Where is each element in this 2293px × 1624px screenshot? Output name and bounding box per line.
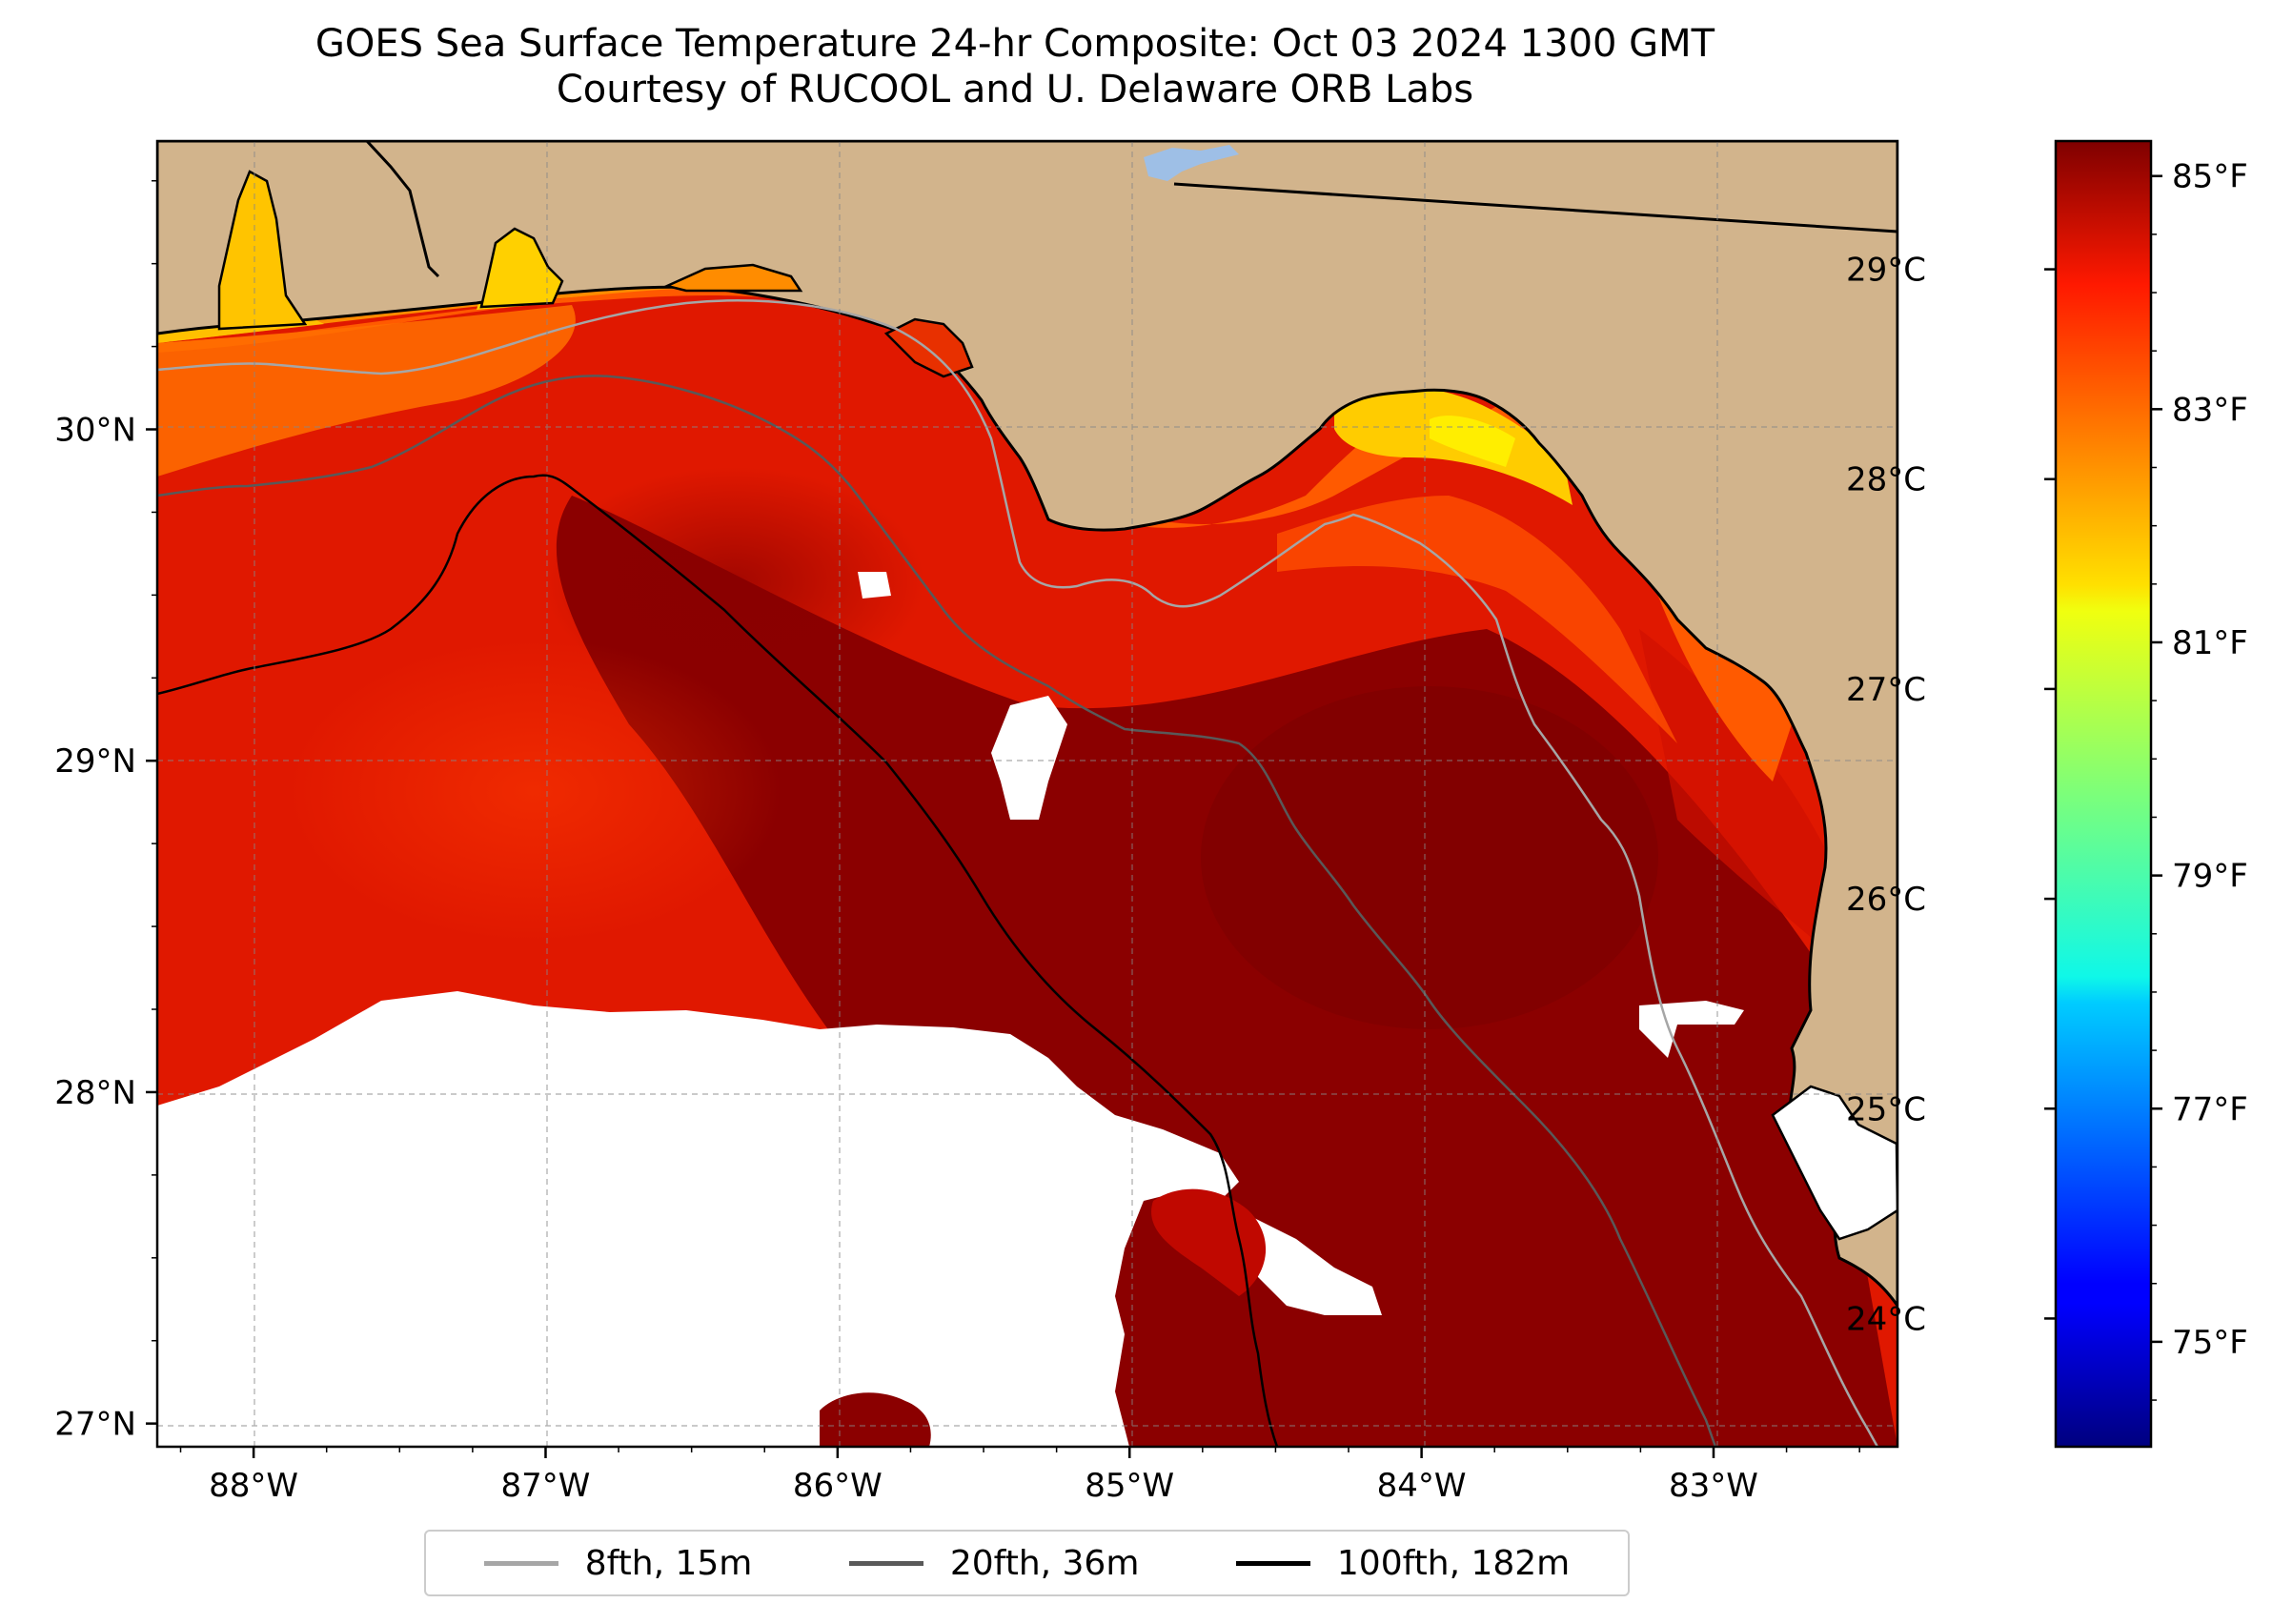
state-border-ga-fl	[1173, 182, 1897, 233]
colorbar-f-label: 75°F	[2172, 1324, 2248, 1362]
colorbar-c-label: 24°C	[1846, 1300, 1926, 1338]
legend-label-20fth: 20fth, 36m	[949, 1543, 1140, 1583]
colorbar-c-label: 26°C	[1846, 881, 1926, 919]
colorbar-f-label: 77°F	[2172, 1090, 2248, 1128]
shelf-red-band	[1639, 629, 1830, 953]
colorbar-f-label: 79°F	[2172, 858, 2248, 896]
pensacola-bay	[479, 227, 564, 309]
big-bend-outer-band	[1277, 496, 1677, 743]
colorbar-c-label: 27°C	[1846, 671, 1926, 709]
colorbar-celsius-axis: 29°C 28°C 27°C 26°C 25°C 24°C	[1846, 252, 2056, 1338]
y-tick-label: 27°N	[54, 1406, 136, 1444]
x-axis: 88°W 87°W 86°W 85°W 84°W 83°W	[179, 1447, 1860, 1505]
map-frame	[155, 139, 1899, 1449]
legend-swatch-100fth	[1235, 1560, 1310, 1566]
isobath-100fth-182m	[157, 474, 1279, 1447]
title-line-1: GOES Sea Surface Temperature 24-hr Compo…	[315, 22, 1715, 66]
isobath-8fth-15m	[157, 299, 1879, 1447]
colorbar-c-label: 25°C	[1846, 1090, 1926, 1128]
y-tick-label: 30°N	[54, 412, 136, 450]
gridlines	[157, 141, 1897, 1447]
legend-item-20fth: 20fth, 36m	[848, 1543, 1140, 1583]
big-bend-bright-yellow	[1430, 416, 1515, 467]
deep-warm-patch	[1201, 686, 1658, 1029]
x-tick-label: 84°W	[1377, 1467, 1467, 1505]
alabama-shelf-orange	[157, 305, 576, 477]
no-data-cloud-patch	[1239, 1210, 1382, 1315]
y-tick-label: 28°N	[54, 1074, 136, 1112]
colorbar-fahrenheit-axis: 85°F 83°F 81°F 79°F 77°F 75°F	[2151, 158, 2248, 1401]
colorbar-c-label: 29°C	[1846, 252, 1926, 290]
map-content	[157, 141, 1897, 1447]
x-tick-label: 87°W	[501, 1467, 591, 1505]
x-tick-label: 83°W	[1669, 1467, 1758, 1505]
choctawhatchee-bay	[663, 263, 803, 293]
legend-item-100fth: 100fth, 182m	[1235, 1543, 1571, 1583]
land-north-gulf-coast	[157, 141, 1897, 1309]
colorbar-f-label: 85°F	[2172, 158, 2248, 196]
legend-label-100fth: 100fth, 182m	[1336, 1543, 1571, 1583]
colorbar-c-label: 28°C	[1846, 461, 1926, 499]
colorbar	[2054, 139, 2153, 1449]
shelf-warm-patch	[286, 639, 781, 944]
isobath-20fth-36m	[157, 375, 1717, 1447]
legend-item-8fth: 8fth, 15m	[483, 1543, 753, 1583]
isobath-legend: 8fth, 15m 20fth, 36m 100fth, 182m	[424, 1530, 1630, 1596]
y-tick-label: 29°N	[54, 742, 136, 781]
warm-patch-south	[820, 1392, 931, 1447]
x-tick-label: 88°W	[209, 1467, 298, 1505]
mobile-bay	[217, 170, 308, 331]
no-data-cloud-south	[157, 991, 1239, 1447]
warm-eddy	[543, 467, 924, 696]
colorbar-f-label: 81°F	[2172, 624, 2248, 662]
legend-swatch-20fth	[848, 1560, 923, 1566]
state-border-al-ms	[365, 141, 440, 278]
x-tick-label: 86°W	[793, 1467, 883, 1505]
title-line-2: Courtesy of RUCOOL and U. Delaware ORB L…	[556, 68, 1474, 112]
chart-title: GOES Sea Surface Temperature 24-hr Compo…	[0, 21, 2030, 112]
warm-patch-cloud	[1151, 1188, 1267, 1296]
no-data-speck	[858, 572, 891, 599]
lake-seminole	[1144, 145, 1239, 181]
legend-swatch-8fth	[483, 1560, 558, 1566]
no-data-cloud-small	[991, 696, 1067, 820]
colorbar-f-label: 83°F	[2172, 391, 2248, 429]
y-axis: 30°N 29°N 28°N 27°N	[54, 179, 157, 1444]
st-andrews-bay	[883, 317, 974, 378]
x-tick-label: 85°W	[1085, 1467, 1174, 1505]
legend-label-8fth: 8fth, 15m	[584, 1543, 753, 1583]
